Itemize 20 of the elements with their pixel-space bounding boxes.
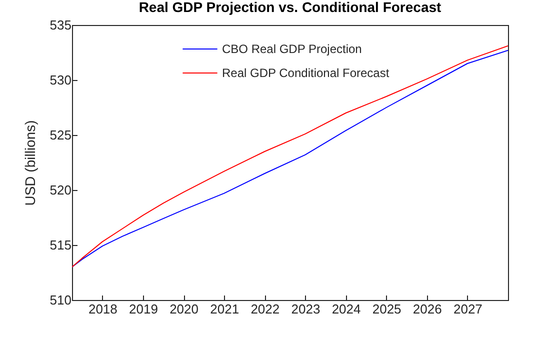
x-tick-label: 2022 bbox=[250, 302, 280, 316]
x-tick-label: 2026 bbox=[412, 302, 442, 316]
x-tick-label: 2018 bbox=[88, 302, 118, 316]
x-tick-label: 2020 bbox=[170, 302, 198, 316]
x-tick-label: 2023 bbox=[291, 302, 320, 316]
y-tick-label: 530 bbox=[50, 72, 72, 88]
x-tick-label: 2021 bbox=[210, 302, 240, 316]
x-tick-label: 2024 bbox=[332, 302, 361, 316]
y-tick-label: 510 bbox=[50, 292, 72, 308]
y-tick-label: 535 bbox=[50, 18, 72, 32]
chart-title: Real GDP Projection vs. Conditional Forecast bbox=[138, 0, 442, 15]
x-tick-label: 2027 bbox=[453, 302, 482, 316]
legend-label: Real GDP Conditional Forecast bbox=[222, 66, 390, 80]
y-tick-label: 520 bbox=[50, 182, 72, 198]
x-tick-label: 2019 bbox=[129, 302, 158, 316]
y-axis-title: USD (billions) bbox=[22, 120, 38, 206]
x-tick-label: 2025 bbox=[372, 302, 402, 316]
legend-label: CBO Real GDP Projection bbox=[222, 42, 362, 56]
y-tick-label: 525 bbox=[50, 128, 72, 142]
y-tick-label: 515 bbox=[50, 238, 72, 252]
